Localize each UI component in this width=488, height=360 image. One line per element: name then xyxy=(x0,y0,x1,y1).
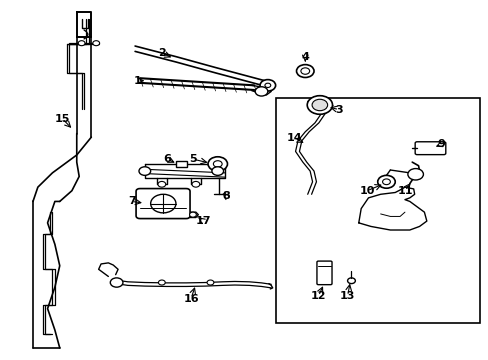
Circle shape xyxy=(207,157,227,171)
Text: 5: 5 xyxy=(189,154,197,164)
Circle shape xyxy=(158,280,165,285)
Text: 11: 11 xyxy=(396,186,412,196)
Text: 17: 17 xyxy=(195,216,210,226)
Circle shape xyxy=(311,99,327,111)
Circle shape xyxy=(407,168,423,180)
FancyBboxPatch shape xyxy=(136,189,190,219)
FancyBboxPatch shape xyxy=(414,142,445,155)
Bar xyxy=(276,98,479,323)
Text: 10: 10 xyxy=(359,186,374,196)
Text: 2: 2 xyxy=(158,48,165,58)
Circle shape xyxy=(306,96,332,114)
Circle shape xyxy=(377,175,394,188)
Circle shape xyxy=(213,161,222,167)
Text: 15: 15 xyxy=(54,113,70,123)
Text: 14: 14 xyxy=(286,133,302,143)
Text: 4: 4 xyxy=(301,53,308,63)
Circle shape xyxy=(150,194,176,213)
Text: 13: 13 xyxy=(339,291,355,301)
Circle shape xyxy=(110,278,122,287)
Circle shape xyxy=(382,179,389,185)
Text: 3: 3 xyxy=(335,105,343,114)
Circle shape xyxy=(255,87,267,96)
Bar xyxy=(176,161,187,167)
Circle shape xyxy=(300,68,309,74)
Circle shape xyxy=(93,41,100,46)
Circle shape xyxy=(211,167,223,175)
Circle shape xyxy=(296,64,313,77)
Circle shape xyxy=(139,167,150,175)
Text: 9: 9 xyxy=(437,139,445,149)
Circle shape xyxy=(260,80,275,91)
Circle shape xyxy=(158,181,165,187)
Text: 8: 8 xyxy=(222,191,229,201)
Text: 7: 7 xyxy=(127,197,135,206)
Circle shape xyxy=(78,41,85,46)
Text: 6: 6 xyxy=(163,154,171,164)
Circle shape xyxy=(189,212,196,217)
Text: 12: 12 xyxy=(310,291,325,301)
Circle shape xyxy=(206,280,213,285)
Text: 1: 1 xyxy=(133,76,141,86)
Circle shape xyxy=(264,83,270,87)
Text: 16: 16 xyxy=(183,294,199,303)
Circle shape xyxy=(347,278,355,284)
Circle shape xyxy=(192,181,200,187)
FancyBboxPatch shape xyxy=(316,261,331,285)
